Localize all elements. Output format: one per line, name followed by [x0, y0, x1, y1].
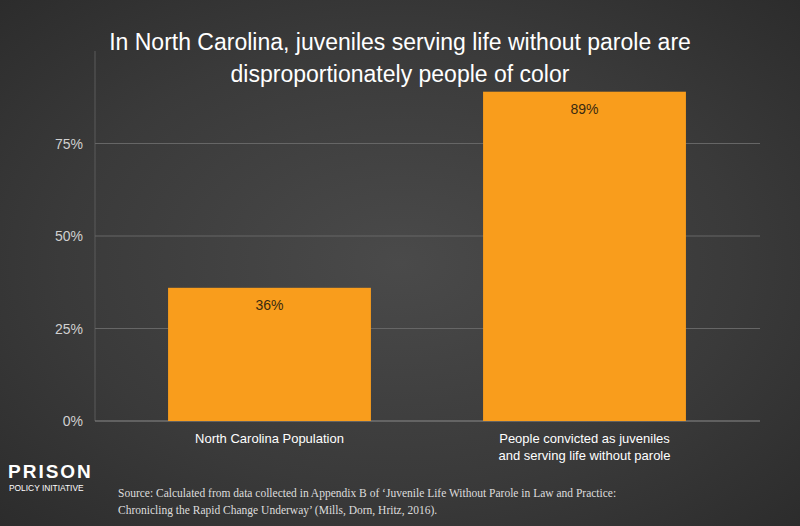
- title: In North Carolina, juveniles serving lif…: [109, 29, 691, 87]
- x-tick-label-line: People convicted as juveniles: [499, 431, 670, 446]
- x-tick-label: North Carolina Population: [195, 431, 344, 446]
- chart: In North Carolina, juveniles serving lif…: [0, 0, 800, 526]
- bar: [168, 288, 371, 421]
- source: Source: Calculated from data collected i…: [118, 487, 616, 517]
- bars: [168, 92, 686, 421]
- source-line: Source: Calculated from data collected i…: [118, 487, 616, 500]
- data-label: 89%: [570, 101, 598, 117]
- logo-bottom: POLICY INITIATIVE: [9, 483, 84, 493]
- x-tick-label: People convicted as juveniles and serving…: [499, 431, 671, 463]
- source-line: Chronicling the Rapid Change Underway’ (…: [118, 504, 437, 517]
- y-tick-label: 0%: [63, 413, 83, 429]
- x-tick-label-line: North Carolina Population: [195, 431, 344, 446]
- title-line: In North Carolina, juveniles serving lif…: [109, 29, 691, 55]
- y-tick-label: 75%: [55, 136, 83, 152]
- data-label: 36%: [255, 297, 283, 313]
- y-tick-label: 50%: [55, 228, 83, 244]
- logo-top: PRISON: [8, 461, 93, 482]
- title-line: disproportionately people of color: [231, 61, 570, 87]
- x-tick-label-line: and serving life without parole: [499, 448, 671, 463]
- bar: [483, 92, 686, 421]
- y-tick-label: 25%: [55, 321, 83, 337]
